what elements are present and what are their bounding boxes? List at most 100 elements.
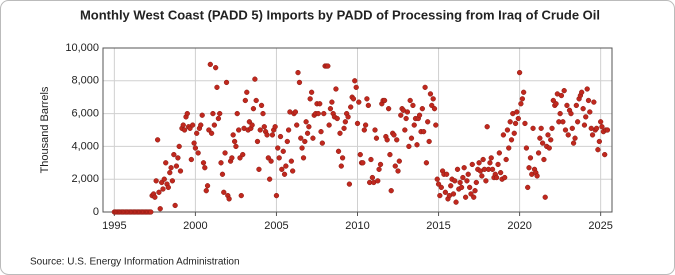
data-point: [180, 122, 186, 128]
data-point: [591, 99, 597, 105]
data-point: [362, 122, 369, 128]
data-point: [526, 165, 532, 171]
y-tick-label: 10,000: [65, 42, 99, 54]
data-point: [354, 120, 361, 127]
data-point: [285, 127, 292, 133]
data-point: [327, 106, 334, 112]
data-point: [280, 148, 286, 154]
data-point: [252, 76, 258, 82]
data-point: [570, 140, 577, 146]
data-point: [410, 102, 416, 109]
data-point: [203, 188, 209, 194]
data-point: [493, 174, 500, 181]
data-point: [264, 132, 270, 138]
data-point: [176, 143, 182, 150]
data-point: [188, 156, 194, 163]
data-point: [173, 163, 180, 169]
data-point: [535, 150, 542, 156]
data-point: [596, 138, 603, 145]
data-point: [169, 178, 176, 184]
data-point: [569, 125, 575, 132]
data-point: [217, 110, 223, 117]
data-point: [321, 110, 327, 117]
data-point: [376, 166, 382, 173]
data-point: [375, 178, 381, 184]
data-point: [221, 189, 227, 195]
data-point: [167, 169, 173, 176]
data-point: [476, 160, 482, 166]
data-point: [426, 138, 432, 145]
data-point: [503, 156, 509, 163]
data-point: [573, 102, 579, 109]
data-point: [519, 96, 526, 102]
data-point: [204, 183, 211, 189]
data-point: [279, 166, 285, 173]
data-point: [283, 163, 289, 169]
data-point: [168, 165, 174, 171]
data-point: [219, 171, 226, 177]
data-point: [165, 184, 171, 191]
data-point: [512, 120, 519, 127]
data-point: [210, 110, 216, 117]
data-point: [538, 125, 544, 132]
data-point: [402, 127, 408, 133]
data-point: [579, 89, 585, 95]
data-point: [392, 163, 398, 169]
data-point: [233, 143, 239, 150]
data-point: [192, 145, 199, 151]
data-point: [568, 110, 574, 117]
y-tick-label: 6,000: [71, 108, 99, 120]
data-point: [350, 96, 357, 102]
data-point: [161, 176, 167, 182]
data-point: [226, 196, 232, 202]
data-point: [539, 140, 546, 146]
data-point: [257, 127, 263, 133]
data-point: [211, 122, 218, 128]
data-point: [406, 143, 412, 150]
data-point: [381, 97, 388, 104]
data-point: [253, 97, 259, 104]
data-point: [437, 192, 443, 199]
data-point: [329, 99, 335, 105]
data-point: [260, 110, 266, 117]
data-point: [454, 166, 461, 173]
data-point: [208, 130, 215, 136]
data-point: [348, 104, 354, 110]
data-point: [315, 110, 321, 117]
data-point: [258, 102, 265, 109]
data-point: [272, 124, 278, 130]
data-point: [589, 132, 596, 138]
data-point: [404, 109, 411, 115]
data-point: [411, 122, 417, 128]
data-point: [273, 192, 280, 199]
data-point: [345, 114, 351, 120]
data-point: [580, 106, 586, 112]
data-point: [372, 127, 378, 133]
data-point: [352, 78, 358, 84]
data-point: [514, 109, 520, 115]
data-point: [276, 155, 282, 161]
data-point: [546, 145, 552, 151]
data-point: [213, 65, 219, 71]
data-point: [422, 84, 428, 91]
plot-frame: [102, 47, 613, 213]
data-point: [444, 171, 450, 177]
data-point: [256, 166, 262, 173]
data-point: [171, 151, 177, 158]
data-point: [469, 161, 475, 168]
data-point: [549, 125, 555, 132]
data-point: [458, 184, 465, 191]
data-point: [218, 160, 224, 166]
data-point: [238, 192, 244, 199]
data-point: [408, 135, 415, 141]
data-point: [423, 160, 430, 166]
data-point: [496, 150, 502, 156]
data-point: [521, 89, 527, 95]
data-point: [515, 115, 521, 122]
data-point: [558, 92, 565, 99]
data-point: [326, 122, 332, 128]
data-point: [448, 183, 454, 189]
data-point: [427, 91, 434, 97]
data-point: [388, 188, 394, 194]
